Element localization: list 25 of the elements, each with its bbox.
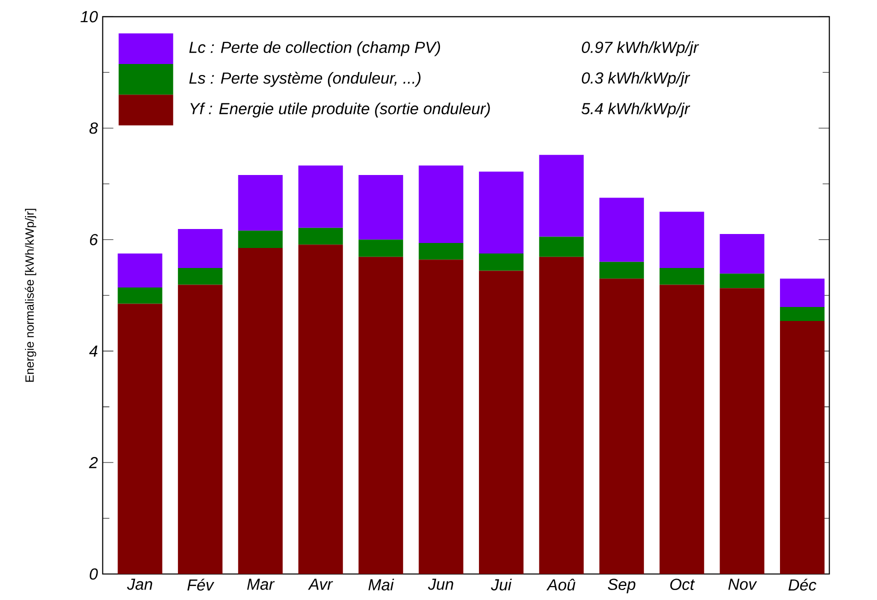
x-tick-label: Sep — [608, 578, 636, 594]
x-tick-label: Déc — [788, 578, 816, 591]
y-axis-title: Energie normalisée [kWh/kWp/jr] — [24, 208, 36, 382]
x-tick-label: Fév — [187, 578, 214, 591]
x-tick-label: Jun — [428, 578, 454, 590]
legend-label: Yf : Energie utile produite (sortie onduleur) — [190, 102, 490, 118]
y-tick-label: 8 — [89, 122, 98, 134]
legend-label: Lc : Perte de collection (champ PV) — [189, 41, 440, 56]
annotation: 0.3 kWh/kWp/jr — [582, 72, 690, 87]
annotation: 0.97 kWh/kWp/jr — [582, 41, 700, 56]
y-tick-label: 4 — [89, 346, 98, 357]
y-tick-label: 2 — [88, 456, 98, 468]
x-tick-label: Aoû — [546, 578, 576, 591]
x-tick-label: Nov — [728, 578, 758, 590]
x-tick-label: Mai — [368, 578, 394, 590]
x-tick-label: Jan — [127, 578, 152, 590]
x-tick-label: Avr — [308, 578, 334, 590]
y-tick-label: 10 — [80, 11, 98, 22]
x-tick-label: Mar — [247, 578, 275, 590]
x-tick-label: Jui — [490, 578, 512, 590]
x-tick-label: Oct — [670, 578, 695, 590]
annotation: 5.4 kWh/kWp/jr — [582, 102, 690, 118]
y-tick-label: 0 — [90, 568, 98, 580]
y-tick-label: 6 — [90, 234, 98, 246]
legend-label: Ls : Perte système (onduleur, ...) — [189, 72, 420, 87]
